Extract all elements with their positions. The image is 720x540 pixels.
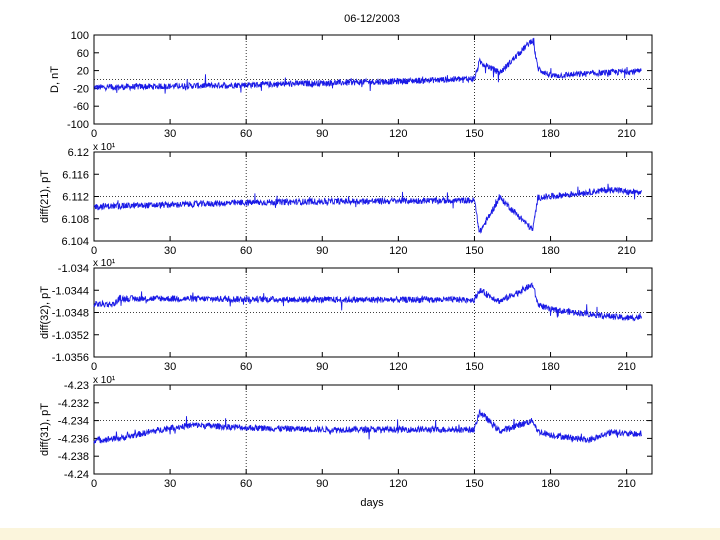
figure-title: 06-12/2003 [344, 13, 400, 25]
y-axis-label: diff(31), pT [39, 403, 51, 456]
y-tick-label: -4.24 [64, 469, 89, 481]
y-tick-label: 6.112 [62, 192, 89, 204]
x-tick-label: 30 [164, 245, 176, 257]
y-tick-label: -4.234 [58, 416, 89, 428]
y-tick-label: -1.0348 [52, 308, 89, 320]
x-axis-label: days [360, 497, 384, 509]
x-tick-label: 120 [389, 245, 407, 257]
data-line-3 [93, 282, 642, 322]
y-tick-label: 6.108 [61, 214, 89, 226]
x-tick-label: 60 [240, 478, 252, 490]
x-tick-label: 0 [91, 128, 97, 140]
plot-area [93, 384, 653, 475]
y-tick-label: -1.0344 [52, 285, 89, 297]
x-tick-label: 30 [164, 128, 176, 140]
y-tick-label: -20 [73, 83, 89, 95]
y-axis-label: diff(21), pT [39, 170, 51, 223]
y-tick-label: -4.238 [58, 451, 89, 463]
y-tick-label: -4.232 [58, 398, 89, 410]
x-tick-label: 180 [541, 478, 559, 490]
x-tick-label: 120 [389, 361, 407, 373]
bottom-strip [0, 528, 720, 540]
exponent-label: x 10¹ [93, 258, 116, 269]
panel-4: -4.23 -4.232 -4.234 -4.236 -4.238 -4.240 30 60 9… [39, 375, 653, 490]
x-tick-label: 180 [541, 361, 559, 373]
y-tick-label: -4.23 [64, 380, 89, 392]
x-tick-label: 210 [617, 128, 635, 140]
x-tick-label: 90 [316, 478, 328, 490]
exponent-label: x 10¹ [93, 142, 116, 153]
x-tick-label: 210 [617, 361, 635, 373]
y-axis-label: diff(32), pT [39, 286, 51, 339]
data-line-4 [93, 408, 642, 445]
x-tick-label: 180 [541, 245, 559, 257]
y-tick-label: -1.0352 [52, 330, 89, 342]
x-tick-label: 90 [316, 128, 328, 140]
x-tick-label: 0 [91, 478, 97, 490]
y-tick-label: -1.0356 [52, 352, 89, 364]
y-tick-label: -100 [67, 119, 89, 131]
x-tick-label: 0 [91, 361, 97, 373]
y-tick-label: 20 [77, 66, 89, 78]
data-line-1 [93, 37, 642, 94]
x-tick-label: 180 [541, 128, 559, 140]
y-tick-label: -4.236 [58, 433, 89, 445]
y-tick-label: -1.034 [58, 263, 89, 275]
x-tick-label: 60 [240, 361, 252, 373]
x-tick-label: 150 [465, 478, 483, 490]
x-tick-label: 150 [465, 361, 483, 373]
x-tick-label: 60 [240, 128, 252, 140]
x-tick-label: 150 [465, 245, 483, 257]
data-line-2 [93, 183, 642, 234]
y-tick-label: -60 [73, 101, 89, 113]
x-tick-label: 210 [617, 245, 635, 257]
y-axis-label: D, nT [49, 66, 61, 93]
x-tick-label: 90 [316, 245, 328, 257]
y-tick-label: 60 [77, 48, 89, 60]
x-tick-label: 90 [316, 361, 328, 373]
y-tick-label: 6.12 [68, 147, 89, 159]
x-tick-label: 0 [91, 245, 97, 257]
x-tick-label: 120 [389, 128, 407, 140]
exponent-label: x 10¹ [93, 375, 116, 386]
x-tick-label: 210 [617, 478, 635, 490]
x-tick-label: 30 [164, 361, 176, 373]
y-tick-label: 100 [71, 30, 89, 42]
x-tick-label: 150 [465, 128, 483, 140]
x-tick-label: 30 [164, 478, 176, 490]
x-tick-label: 60 [240, 245, 252, 257]
y-tick-label: 6.104 [61, 236, 89, 248]
x-tick-label: 120 [389, 478, 407, 490]
y-tick-label: 6.116 [62, 169, 89, 181]
